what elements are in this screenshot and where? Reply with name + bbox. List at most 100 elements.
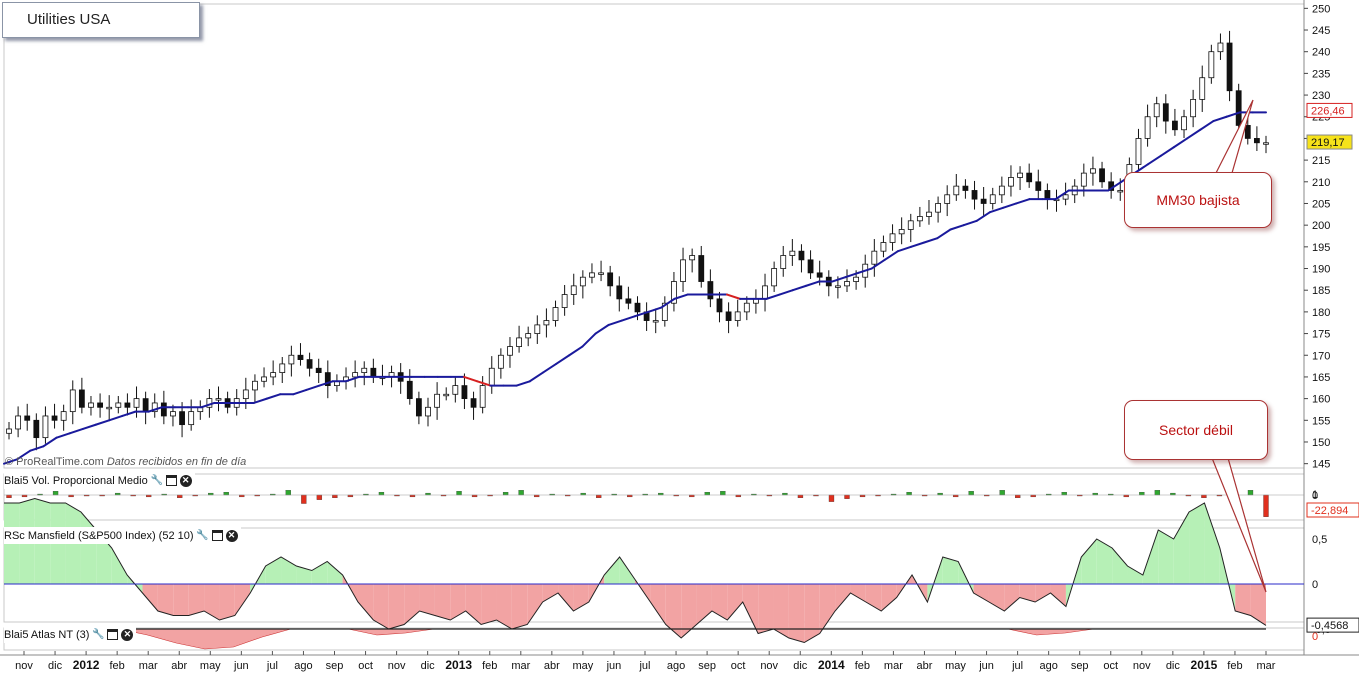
y-tick-label: 165	[1312, 372, 1330, 384]
rsc-fill	[204, 584, 220, 620]
rsc-fill	[388, 584, 405, 629]
y-tick-label: 230	[1312, 90, 1330, 102]
candle-body	[552, 307, 559, 321]
close-icon[interactable]: ✕	[179, 474, 192, 487]
candle-body	[425, 406, 431, 417]
ma30-segment	[1107, 180, 1123, 192]
rsc-fill	[788, 584, 805, 643]
ma30-segment	[910, 241, 926, 248]
window-icon[interactable]	[165, 475, 177, 486]
ma30-segment	[831, 276, 847, 283]
ma30-segment	[857, 267, 873, 274]
y-tick-label: 155	[1312, 415, 1330, 427]
rsc-fill	[1004, 584, 1020, 611]
volume-bar	[1263, 494, 1269, 518]
ma30-segment	[3, 458, 19, 465]
candle-body	[443, 393, 450, 397]
volume-bar	[689, 494, 695, 498]
ma30-segment	[1212, 115, 1228, 123]
wrench-icon[interactable]: 🔧	[196, 529, 209, 541]
rsc-tick-label: 0	[1312, 579, 1318, 591]
candle-body	[24, 415, 31, 421]
candle-body	[671, 281, 677, 304]
x-tick-label: abr	[916, 660, 932, 672]
volume-bar	[1201, 494, 1207, 498]
rsc-fill	[1189, 503, 1205, 584]
candle-body	[315, 367, 322, 373]
y-tick-label: 160	[1312, 394, 1330, 406]
x-tick-label: feb	[482, 660, 497, 672]
rsc-fill	[988, 584, 1005, 611]
x-tick-label: jul	[1011, 660, 1023, 672]
candle-body	[680, 259, 686, 282]
ma30-segment	[883, 250, 899, 261]
x-tick-label: may	[945, 660, 966, 672]
candle-body	[1208, 51, 1215, 79]
y-tick-label: 180	[1312, 307, 1330, 319]
y-tick-label: 185	[1312, 285, 1330, 297]
candle-body	[179, 411, 185, 426]
x-tick-label: feb	[1227, 660, 1242, 672]
rsc-fill	[1158, 530, 1174, 584]
volume-bar	[456, 491, 462, 496]
close-icon[interactable]: ✕	[121, 628, 134, 641]
window-icon[interactable]	[107, 629, 119, 640]
rsc-fill	[1112, 548, 1128, 584]
candle-body	[734, 311, 741, 321]
rsc-last-bg	[1306, 617, 1359, 633]
x-tick-label: 2012	[73, 658, 100, 672]
volume-bar	[844, 494, 850, 499]
ma30-segment	[660, 297, 676, 309]
window-icon[interactable]	[211, 530, 223, 541]
rsc-fill	[481, 584, 497, 625]
x-tick-label: dic	[421, 660, 436, 672]
wrench-icon[interactable]: 🔧	[150, 474, 163, 486]
candle-body	[1080, 172, 1087, 187]
candle-body	[589, 272, 595, 278]
x-tick-label: abr	[171, 660, 187, 672]
panel-frame	[3, 3, 1305, 469]
candle-body	[1099, 168, 1105, 183]
rsc-fill	[1142, 530, 1159, 584]
ma30-segment	[634, 310, 650, 318]
volume-bar	[704, 491, 710, 496]
candle-body	[907, 220, 914, 230]
rsc-fill	[742, 584, 759, 634]
volume-bar	[797, 494, 804, 498]
candle-body	[279, 363, 286, 373]
ma30-segment	[1133, 163, 1149, 175]
rsc-fill	[973, 584, 989, 602]
ma30-segment	[568, 345, 584, 357]
volume-last-label: -22,894	[1311, 505, 1348, 517]
candle-body	[816, 272, 823, 278]
candle-body	[944, 194, 951, 204]
candle-body	[980, 198, 987, 204]
volume-panel-header: Blai5 Vol. Proporcional Medio 🔧 ✕	[4, 472, 195, 489]
candle-body	[215, 398, 222, 401]
x-tick-label: may	[200, 660, 221, 672]
candle-body	[352, 372, 359, 378]
candle-body	[743, 302, 750, 313]
volume-bars	[6, 490, 1269, 518]
ma30-segment	[16, 449, 32, 461]
rsc-fill	[465, 584, 482, 625]
y-tick-label: 175	[1312, 329, 1330, 341]
ma30-segment	[870, 258, 886, 270]
ma30-segment	[765, 293, 781, 300]
volume-bar	[301, 494, 307, 504]
volume-bar	[285, 490, 291, 496]
close-icon[interactable]: ✕	[225, 529, 238, 542]
rsc-fill	[1081, 539, 1097, 584]
candle-body	[798, 250, 805, 261]
volume-bar	[378, 491, 385, 496]
candle-body	[725, 311, 732, 321]
rsc-fill	[219, 584, 235, 620]
volume-bar	[782, 492, 788, 496]
wrench-icon[interactable]: 🔧	[92, 628, 105, 640]
x-tick-label: mar	[511, 660, 530, 672]
candle-body	[361, 367, 368, 373]
y-tick-label: 145	[1312, 459, 1330, 471]
volume-bar	[1247, 490, 1254, 496]
rsc-fill	[665, 584, 682, 638]
rsc-fill	[511, 584, 528, 629]
